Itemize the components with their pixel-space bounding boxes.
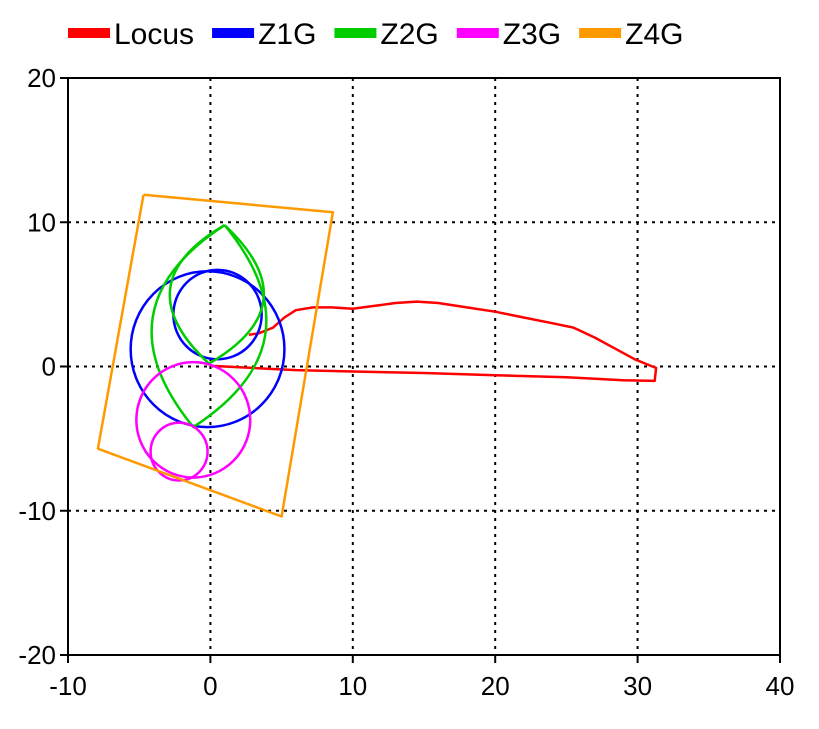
x-tick-label: 40: [766, 671, 795, 701]
legend-swatch: [456, 28, 499, 38]
legend-item-locus: Locus: [68, 18, 194, 51]
series-z2g: [150, 224, 268, 429]
legend-item-z3g: Z3G: [456, 18, 561, 51]
legend-label: Z3G: [503, 18, 561, 51]
x-tick-label: 30: [623, 671, 652, 701]
legend-label: Locus: [114, 18, 194, 51]
legend-label: Z4G: [625, 18, 683, 51]
z1g-circle: [172, 268, 263, 361]
legend-item-z2g: Z2G: [334, 18, 439, 51]
y-tick-label: 0: [42, 352, 56, 382]
legend-swatch: [68, 28, 110, 38]
legend-label: Z2G: [380, 18, 438, 51]
series-z3g: [135, 360, 252, 482]
y-tick-label: -10: [18, 496, 56, 526]
legend-swatch: [579, 28, 622, 38]
y-tick-label: 10: [27, 207, 56, 237]
series-layer: [96, 193, 658, 518]
legend: Locus Z1G Z2G Z3G Z4G: [68, 18, 684, 51]
x-tick-label: 10: [338, 671, 367, 701]
legend-label: Z1G: [258, 18, 316, 51]
x-tick-label: -10: [49, 671, 87, 701]
x-tick-label: 20: [481, 671, 510, 701]
grid-lines: [68, 78, 780, 655]
z3g-circle: [149, 421, 209, 482]
series-locus: [210, 300, 658, 383]
legend-item-z4g: Z4G: [579, 18, 684, 51]
legend-swatch: [334, 28, 377, 38]
series-z4g: [96, 193, 335, 518]
legend-item-z1g: Z1G: [212, 18, 316, 51]
y-tick-label: 20: [27, 63, 56, 93]
z2g-lens: [150, 224, 268, 429]
legend-swatch: [212, 28, 255, 38]
locus-line: [210, 300, 658, 383]
z4g-line: [96, 193, 335, 518]
x-tick-label: 0: [203, 671, 217, 701]
z3g-circle: [135, 360, 252, 479]
y-tick-label: -20: [18, 640, 56, 670]
